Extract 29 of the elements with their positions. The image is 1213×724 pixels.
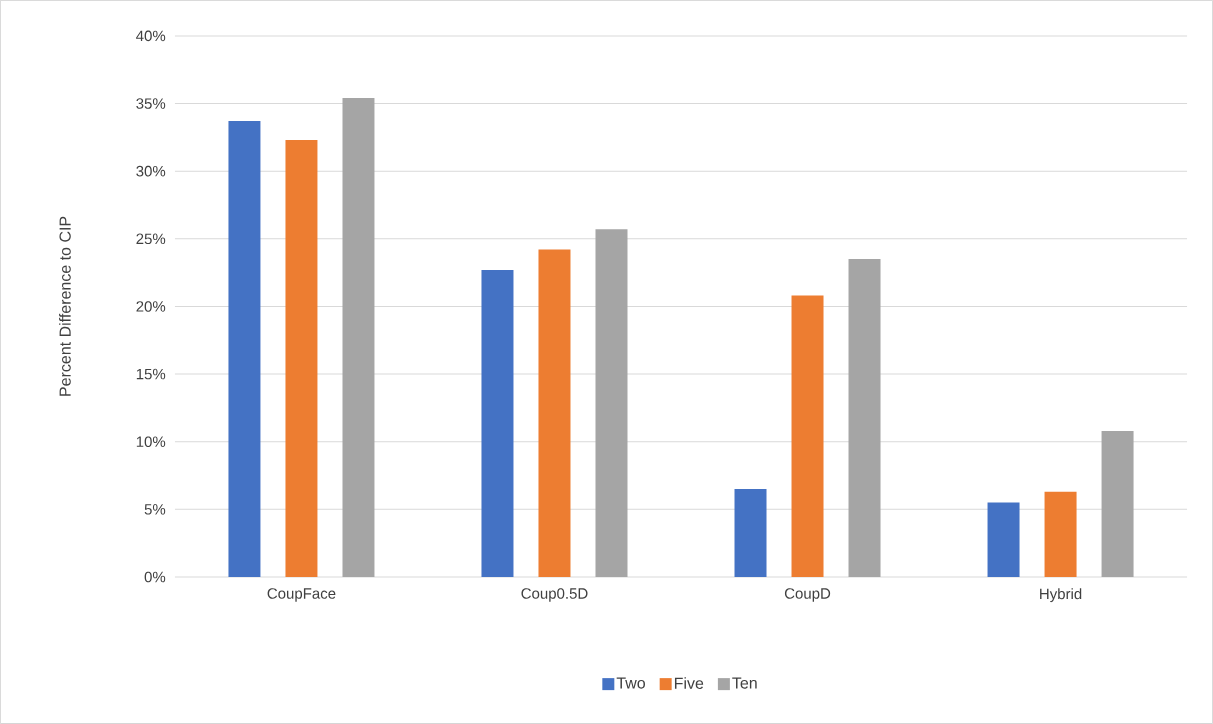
bar — [481, 269, 514, 578]
y-tick-label: 25% — [136, 233, 166, 245]
y-tick-label: 0% — [144, 571, 166, 583]
x-tick-label: Hybrid — [1040, 588, 1082, 603]
legend-label: Five — [674, 677, 704, 689]
legend-label: Ten — [732, 677, 757, 689]
y-tick-label: 20% — [136, 301, 166, 312]
bar — [734, 489, 767, 578]
bar — [1044, 491, 1077, 578]
legend-label: Two — [616, 677, 646, 689]
x-tick-label: CoupFace — [267, 588, 336, 602]
x-tick-label: Coup0.5D — [521, 588, 588, 602]
bar — [342, 98, 375, 578]
bar — [791, 295, 824, 578]
y-tick-label: 30% — [136, 165, 166, 177]
bar — [987, 502, 1020, 578]
x-tick-label: CoupD — [784, 588, 831, 602]
y-tick-label: 40% — [136, 30, 166, 42]
bar — [228, 121, 261, 578]
y-tick-label: 15% — [136, 368, 166, 380]
bar — [1101, 430, 1134, 578]
bar — [848, 259, 881, 578]
bar — [285, 140, 318, 578]
bar — [538, 249, 571, 578]
bar — [595, 229, 628, 578]
y-tick-label: 10% — [136, 436, 166, 448]
y-tick-label: 5% — [144, 504, 166, 515]
y-axis-title: Percent Difference to CIP — [59, 216, 71, 396]
y-tick-label: 35% — [136, 98, 166, 109]
